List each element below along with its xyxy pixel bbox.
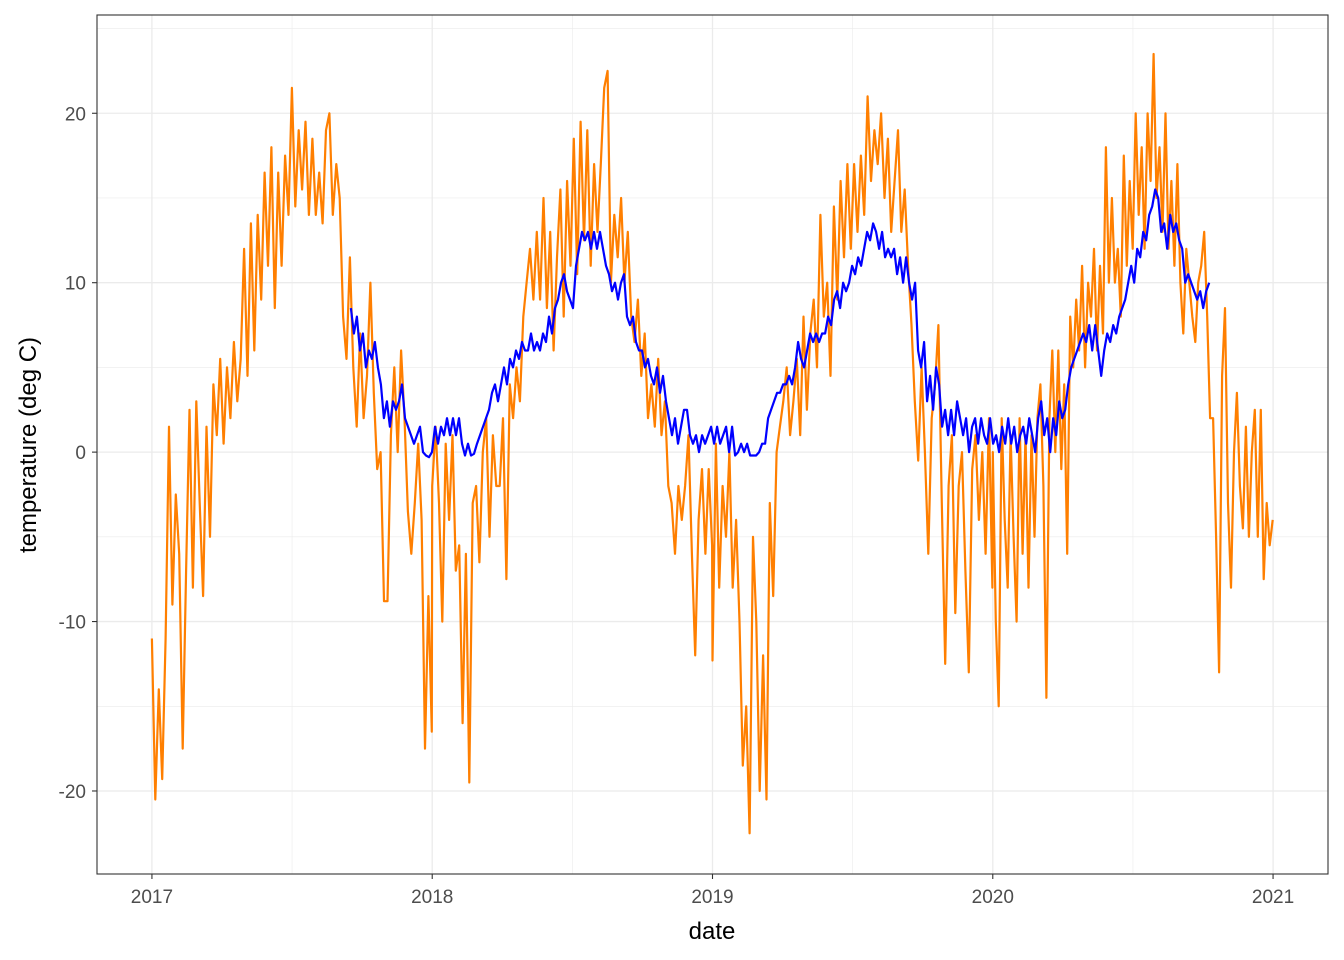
series-lines	[150, 52, 1274, 835]
x-tick-label: 2021	[1252, 887, 1294, 908]
y-tick-label: 20	[65, 104, 86, 125]
x-axis: 2017 2018 2019 2020 2021	[131, 874, 1294, 908]
x-tick-label: 2017	[131, 887, 173, 908]
y-tick-label: 0	[75, 443, 86, 464]
y-axis-title: temperature (deg C)	[15, 337, 42, 553]
y-axis: -20 -10 0 10 20	[59, 104, 97, 803]
y-tick-label: 10	[65, 274, 86, 295]
x-tick-label: 2019	[691, 887, 733, 908]
y-tick-label: -20	[59, 782, 86, 803]
smoothed-temperature-line	[349, 188, 1211, 459]
x-axis-title: date	[689, 918, 736, 945]
x-tick-label: 2020	[972, 887, 1014, 908]
y-tick-label: -10	[59, 613, 86, 634]
daily-temperature-line	[150, 52, 1274, 835]
x-tick-label: 2018	[411, 887, 453, 908]
